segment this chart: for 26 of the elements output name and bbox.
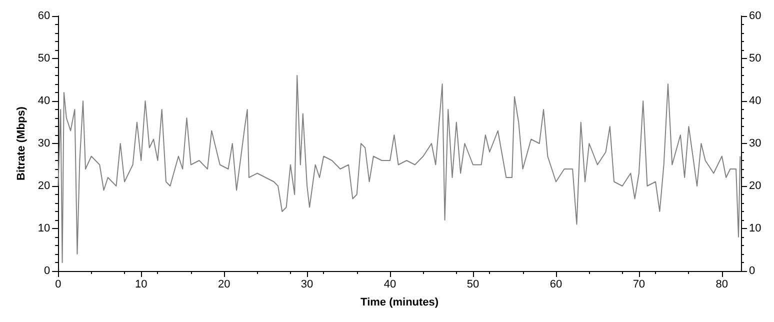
x-tick-label: 80 — [716, 278, 728, 290]
x-tick-label: 20 — [218, 278, 230, 290]
y-tick-label: 20 — [38, 180, 50, 192]
y-tick-label: 40 — [38, 95, 50, 107]
y-tick-label: 50 — [38, 52, 50, 64]
x-tick-label: 50 — [466, 278, 480, 290]
x-tick-label: 30 — [300, 278, 314, 290]
y2-tick-label: 20 — [749, 180, 762, 192]
y-tick-label: 60 — [38, 10, 50, 22]
line-series — [58, 75, 741, 263]
y-tick-label: 0 — [44, 265, 50, 277]
y2-tick-label: 50 — [749, 52, 762, 64]
x-tick-label: 0 — [55, 278, 62, 290]
y-axis-title: Bitrate (Mbps) — [16, 106, 28, 180]
x-tick-label: 70 — [632, 278, 646, 290]
y2-tick-label: 30 — [749, 138, 762, 150]
x-tick-label: 60 — [550, 278, 562, 290]
y2-tick-label: 10 — [749, 222, 762, 234]
y-tick-label: 30 — [38, 138, 50, 150]
x-axis-title: Time (minutes) — [360, 296, 439, 308]
y-tick-label: 10 — [38, 222, 50, 234]
y2-tick-label: 60 — [749, 10, 762, 22]
x-tick-label: 10 — [134, 278, 148, 290]
y2-tick-label: 40 — [749, 95, 762, 107]
x-tick-label: 40 — [384, 278, 396, 290]
y2-tick-label: 0 — [749, 265, 756, 277]
